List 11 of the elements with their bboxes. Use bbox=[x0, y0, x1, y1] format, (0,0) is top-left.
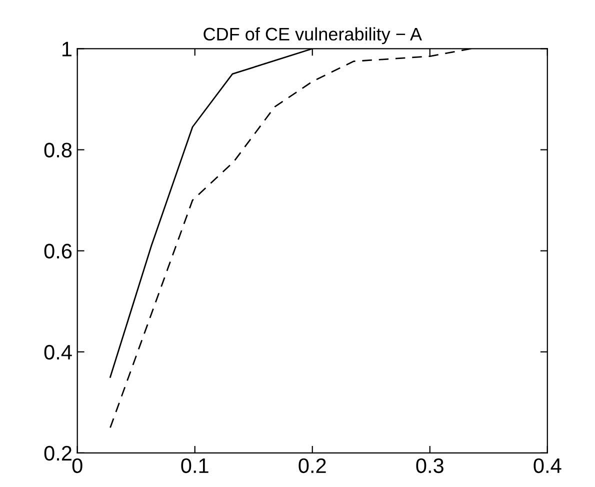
y-tick-label: 0.4 bbox=[44, 344, 72, 360]
x-tick-label: 0 bbox=[72, 458, 82, 474]
y-tick-label: 1 bbox=[62, 42, 72, 56]
x-tick-label: 0.3 bbox=[416, 458, 444, 474]
y-tick-label: 0.2 bbox=[44, 446, 72, 461]
x-tick-label: 0.1 bbox=[181, 458, 208, 474]
x-tick-label: 0.2 bbox=[298, 458, 326, 474]
chart-title: CDF of CE vulnerability − A bbox=[204, 27, 422, 44]
x-tick-label: 0.4 bbox=[534, 458, 562, 474]
y-tick-label: 0.6 bbox=[44, 244, 72, 259]
y-tick-label: 0.8 bbox=[44, 142, 72, 158]
